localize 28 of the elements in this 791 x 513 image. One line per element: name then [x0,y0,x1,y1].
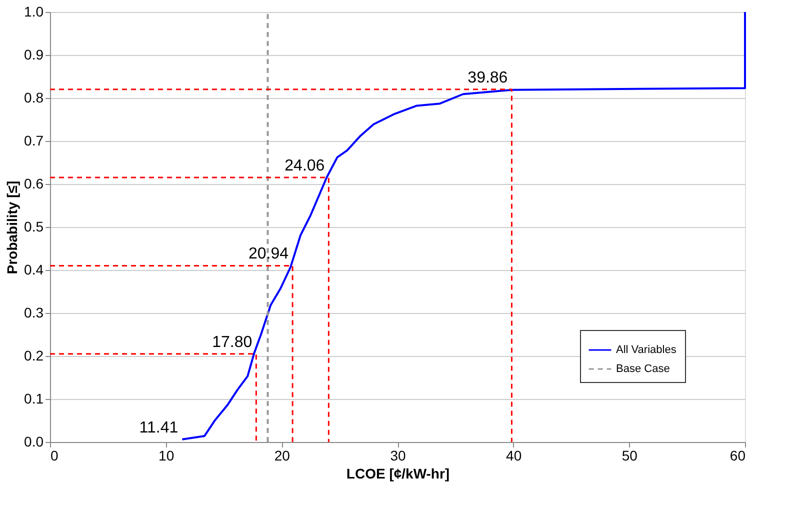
x-tick-label: 40 [506,448,522,464]
x-tick-label: 10 [158,448,174,464]
y-tick-label: 0.0 [24,434,44,450]
y-tick-label: 1.0 [24,4,44,20]
y-tick-label: 0.3 [24,304,44,320]
x-tick-label: 50 [622,448,638,464]
legend-label: All Variables [616,344,677,356]
x-tick-label: 30 [390,448,406,464]
y-tick-label: 0.6 [24,176,44,192]
annotation: 11.41 [139,419,178,436]
y-tick-label: 0.1 [24,390,44,406]
x-tick-label: 20 [274,448,290,464]
annotation: 39.86 [468,69,508,86]
line-series [181,11,746,440]
annotation: 24.06 [284,158,325,175]
x-axis-title: LCOE [¢/kW-hr] [346,466,450,482]
y-tick-label: 0.5 [24,218,44,234]
y-tick-label: 0.8 [24,90,44,106]
legend-label: Base Case [616,363,670,375]
x-tick-label: 0 [50,448,58,464]
y-tick-label: 0.9 [24,46,44,62]
x-tick-label: 60 [730,448,746,464]
annotation: 17.80 [212,334,252,351]
y-tick-label: 0.7 [24,132,44,148]
y-axis-title: Probability [≤] [4,180,20,274]
y-tick-label: 0.4 [24,262,44,278]
annotation: 20.94 [248,246,289,263]
y-tick-label: 0.2 [24,348,44,364]
